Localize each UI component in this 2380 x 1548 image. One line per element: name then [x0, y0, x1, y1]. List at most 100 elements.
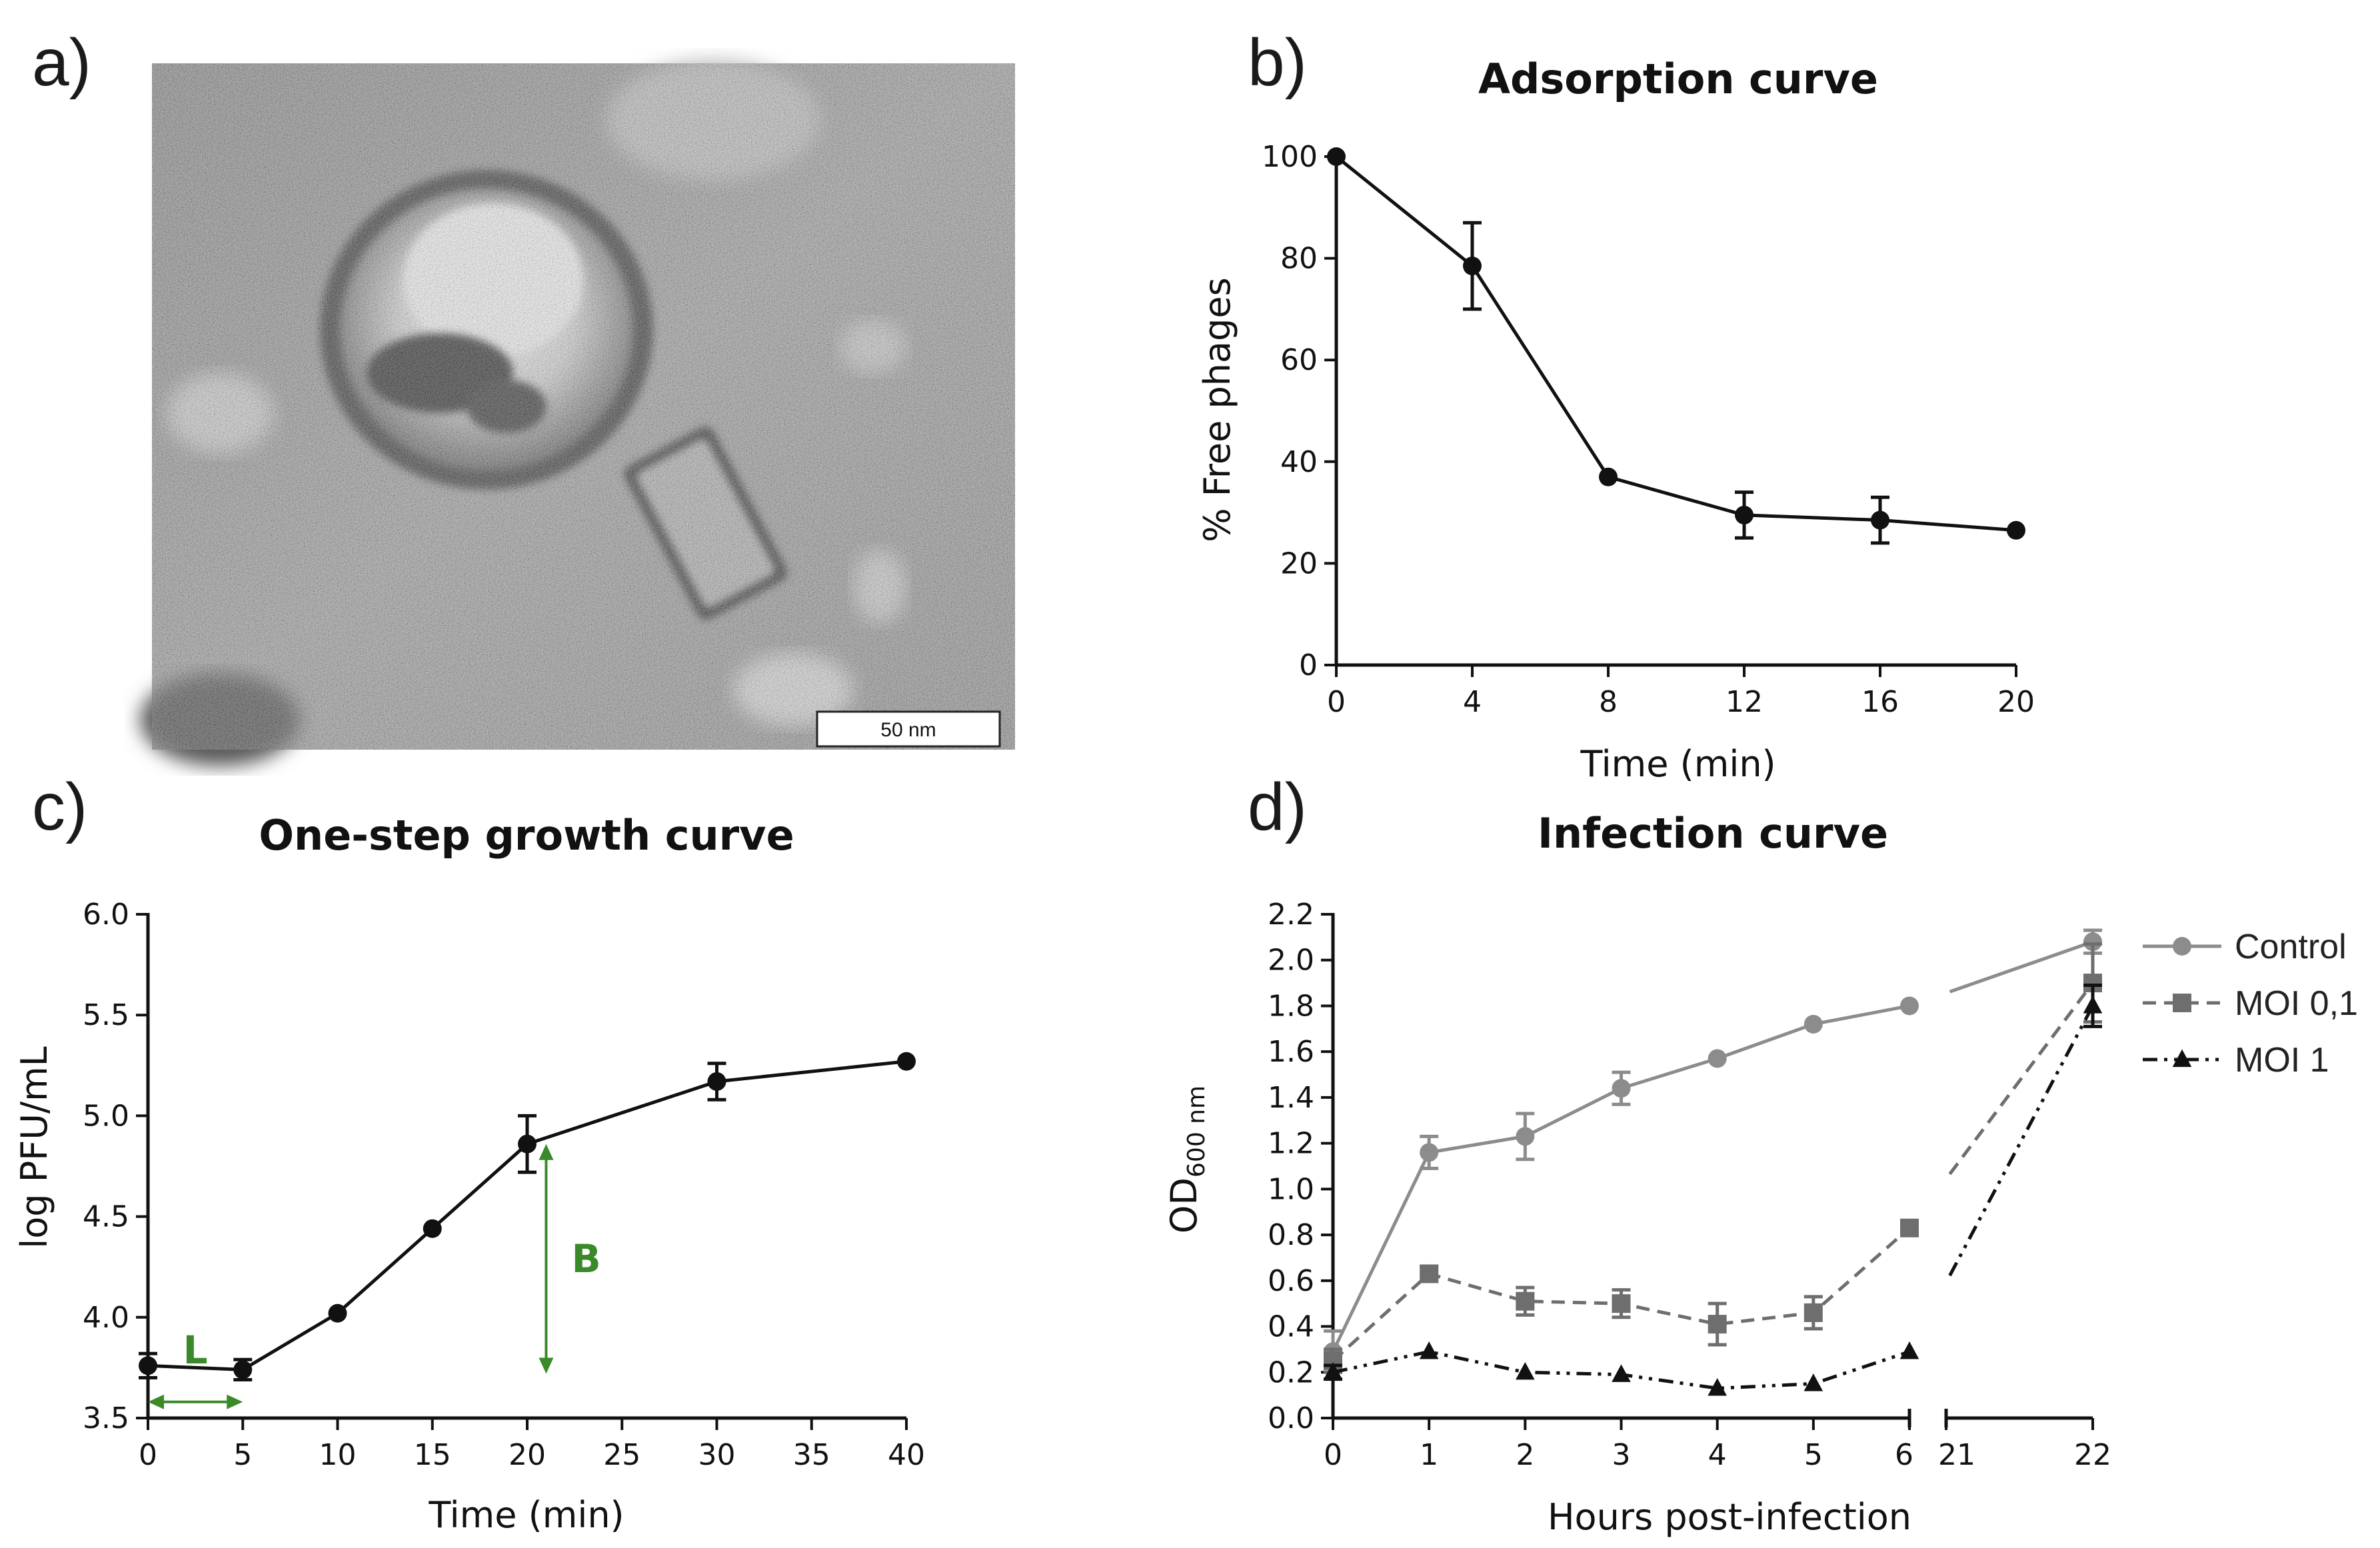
panel-label-d: d) — [1248, 770, 1307, 844]
series-line — [1948, 982, 2095, 1175]
data-point — [1900, 1218, 1919, 1237]
panel-label-a: a) — [32, 25, 91, 100]
y-tick-label: 0.4 — [1268, 1310, 1314, 1344]
panel-label-c: c) — [32, 770, 87, 844]
x-axis-label: Time (min) — [1580, 743, 1776, 785]
arrowhead — [148, 1394, 164, 1409]
y-tick-label: 0.2 — [1268, 1355, 1314, 1389]
y-tick-label: 20 — [1280, 546, 1318, 580]
data-point — [1327, 147, 1346, 166]
y-tick-label: 4.0 — [83, 1301, 129, 1335]
y-tick-label: 3.5 — [83, 1401, 129, 1435]
x-tick-label: 0 — [139, 1438, 157, 1472]
data-point — [1323, 1361, 1343, 1380]
data-point — [328, 1303, 347, 1323]
x-axis-label: Time (min) — [428, 1494, 624, 1536]
infection-chart: Infection curve Hours post-infection OD6… — [1163, 809, 2358, 1538]
x-tick-label: 12 — [1726, 685, 1763, 719]
y-tick-label: 40 — [1280, 445, 1318, 479]
x-tick-label: 22 — [2074, 1438, 2111, 1472]
y-tick-label: 100 — [1262, 140, 1318, 174]
data-point — [1708, 1049, 1727, 1068]
data-point — [1612, 1294, 1631, 1313]
x-tick-label: 4 — [1708, 1438, 1727, 1472]
series-line — [1949, 940, 2093, 994]
data-point — [139, 1356, 157, 1375]
y-axis-label-sub: 600 nm — [1183, 1086, 1210, 1177]
y-tick-label: 4.5 — [83, 1200, 129, 1234]
x-tick-label: 25 — [603, 1438, 640, 1472]
chart-title: One-step growth curve — [259, 811, 794, 860]
x-tick-label: 40 — [888, 1438, 925, 1472]
y-tick-label: 1.4 — [1268, 1081, 1314, 1115]
data-point — [1419, 1341, 1439, 1359]
y-tick-label: 60 — [1280, 343, 1318, 377]
data-point — [1612, 1364, 1631, 1382]
series-line — [1948, 1005, 2095, 1277]
y-tick-label: 0.8 — [1268, 1218, 1314, 1252]
data-point — [233, 1360, 253, 1379]
x-tick-label: 2 — [1516, 1438, 1534, 1472]
one-step-growth-chart: One-step growth curve Time (min) log PFU… — [13, 811, 925, 1536]
data-point — [2173, 937, 2191, 956]
data-point — [2172, 1049, 2192, 1068]
arrowhead — [227, 1394, 243, 1409]
data-point — [1708, 1378, 1727, 1396]
scale-bar — [816, 710, 1001, 748]
series-line — [1335, 155, 2017, 532]
data-point — [1803, 1014, 1823, 1034]
data-point — [1612, 1079, 1631, 1098]
legend-label: MOI 1 — [2235, 1041, 2329, 1080]
arrowhead — [539, 1357, 554, 1374]
x-tick-label: 6 — [1895, 1438, 1913, 1472]
x-tick-label: 10 — [319, 1438, 357, 1472]
data-point — [518, 1134, 537, 1154]
y-axis-label-main: OD — [1163, 1177, 1205, 1233]
data-point — [2173, 994, 2191, 1012]
x-tick-label: 35 — [793, 1438, 830, 1472]
y-tick-label: 80 — [1280, 242, 1318, 276]
adsorption-chart: Adsorption curve Time (min) % Free phage… — [1196, 55, 2035, 785]
tem-micrograph: 50 nm — [140, 60, 1015, 766]
burst-label: B — [571, 1236, 600, 1281]
data-point — [1420, 1143, 1439, 1162]
y-tick-label: 2.2 — [1268, 898, 1314, 932]
data-point — [1803, 1373, 1823, 1391]
data-point — [1516, 1291, 1535, 1311]
data-point — [1420, 1264, 1439, 1283]
x-tick-label: 8 — [1599, 685, 1618, 719]
x-tick-label: 15 — [414, 1438, 451, 1472]
data-point — [2083, 932, 2102, 952]
legend-label: MOI 0,1 — [2235, 984, 2358, 1023]
y-axis-label: OD600 nm — [1163, 1086, 1210, 1233]
x-tick-label: 5 — [1804, 1438, 1823, 1472]
data-point — [1463, 257, 1482, 276]
y-tick-label: 1.0 — [1268, 1172, 1314, 1206]
x-tick-label: 5 — [233, 1438, 252, 1472]
x-tick-label: 20 — [509, 1438, 546, 1472]
y-tick-label: 0.0 — [1268, 1401, 1314, 1435]
y-tick-label: 1.6 — [1268, 1035, 1314, 1069]
data-point — [1871, 510, 1889, 530]
y-tick-label: 0.6 — [1268, 1264, 1314, 1298]
legend-label: Control — [2235, 928, 2347, 966]
y-axis-label: log PFU/mL — [13, 1046, 55, 1249]
y-tick-label: 1.2 — [1268, 1127, 1314, 1161]
data-point — [1516, 1361, 1535, 1380]
chart-title: Adsorption curve — [1478, 55, 1878, 103]
data-point — [1899, 1341, 1919, 1359]
scale-bar-label: 50 nm — [880, 719, 936, 741]
data-point — [1599, 467, 1618, 486]
data-point — [1708, 1315, 1727, 1334]
x-tick-label: 0 — [1327, 685, 1346, 719]
x-axis-label: Hours post-infection — [1548, 1496, 1911, 1538]
y-tick-label: 1.8 — [1268, 989, 1314, 1023]
y-axis-label: % Free phages — [1196, 277, 1238, 542]
x-tick-label: 16 — [1861, 685, 1899, 719]
data-point — [1516, 1127, 1535, 1146]
y-tick-label: 2.0 — [1268, 944, 1314, 978]
data-point — [707, 1072, 726, 1091]
chart-title: Infection curve — [1538, 809, 1888, 858]
x-tick-label: 20 — [1997, 685, 2035, 719]
